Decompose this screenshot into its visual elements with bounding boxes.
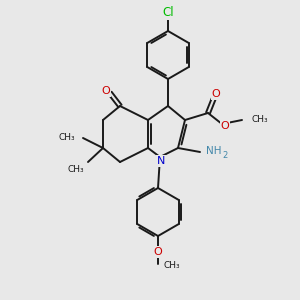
- Text: N: N: [157, 156, 165, 166]
- Text: O: O: [102, 86, 110, 96]
- Text: CH₃: CH₃: [251, 116, 268, 124]
- Text: CH₃: CH₃: [68, 164, 84, 173]
- Text: 2: 2: [222, 152, 227, 160]
- Text: CH₃: CH₃: [163, 262, 180, 271]
- Text: O: O: [220, 121, 230, 131]
- Text: CH₃: CH₃: [58, 134, 75, 142]
- Text: O: O: [154, 247, 162, 257]
- Text: Cl: Cl: [162, 7, 174, 20]
- Text: NH: NH: [206, 146, 221, 156]
- Text: O: O: [212, 89, 220, 99]
